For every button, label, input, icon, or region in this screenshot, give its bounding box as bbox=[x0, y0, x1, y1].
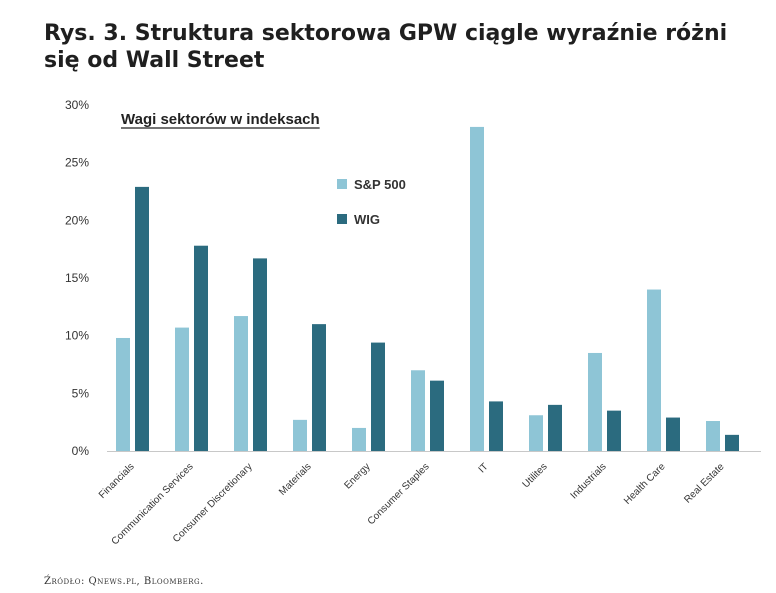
x-tick-label: Health Care bbox=[622, 461, 668, 507]
bar-wig bbox=[430, 380, 444, 451]
x-tick-label: Materials bbox=[277, 461, 313, 497]
bar-wig bbox=[666, 417, 680, 451]
bar-sp500 bbox=[411, 370, 425, 451]
x-tick-label: Utilites bbox=[521, 461, 550, 490]
chart-title: Wagi sektorów w indeksach bbox=[121, 111, 320, 128]
bar-wig bbox=[548, 404, 562, 451]
legend-swatch bbox=[337, 214, 347, 224]
x-tick-label: Real Estate bbox=[682, 461, 727, 506]
y-axis: 0% 5% 10% 15% 20% 25% 30% bbox=[65, 98, 89, 458]
bar-sp500 bbox=[293, 419, 307, 451]
y-tick-label: 10% bbox=[65, 329, 89, 343]
legend-label: S&P 500 bbox=[354, 177, 406, 192]
legend: S&P 500 WIG bbox=[337, 177, 406, 227]
bar-sp500 bbox=[647, 289, 661, 451]
bar-wig bbox=[725, 434, 739, 451]
y-tick-label: 15% bbox=[65, 271, 89, 285]
bar-sp500 bbox=[470, 126, 484, 451]
x-tick-label: Financials bbox=[97, 461, 137, 501]
y-tick-label: 5% bbox=[72, 386, 90, 400]
x-tick-label: IT bbox=[477, 461, 491, 475]
bar-wig bbox=[371, 342, 385, 451]
x-tick-label: Industrials bbox=[569, 461, 609, 501]
bar-sp500 bbox=[706, 421, 720, 451]
bar-wig bbox=[253, 258, 267, 451]
y-tick-label: 0% bbox=[72, 444, 90, 458]
source-note: Źródło: Qnews.pl, Bloomberg. bbox=[44, 576, 204, 587]
x-tick-label: Energy bbox=[342, 461, 372, 491]
headline: Rys. 3. Struktura sektorowa GPW ciągle w… bbox=[44, 21, 728, 73]
y-tick-label: 25% bbox=[65, 156, 89, 170]
y-tick-label: 30% bbox=[65, 98, 89, 112]
bar-sp500 bbox=[116, 337, 130, 451]
legend-swatch bbox=[337, 179, 347, 189]
bar-sp500 bbox=[234, 316, 248, 451]
bar-sp500 bbox=[175, 327, 189, 451]
bar-sp500 bbox=[588, 352, 602, 451]
y-tick-label: 20% bbox=[65, 213, 89, 227]
bars bbox=[116, 126, 739, 452]
bar-wig bbox=[312, 324, 326, 451]
legend-label: WIG bbox=[354, 212, 380, 227]
bar-wig bbox=[489, 401, 503, 451]
bar-wig bbox=[194, 245, 208, 451]
bar-wig bbox=[135, 186, 149, 452]
bar-wig bbox=[607, 410, 621, 451]
x-tick-label: Consumer Staples bbox=[366, 461, 432, 527]
bar-sp500 bbox=[529, 415, 543, 451]
bar-sp500 bbox=[352, 427, 366, 451]
